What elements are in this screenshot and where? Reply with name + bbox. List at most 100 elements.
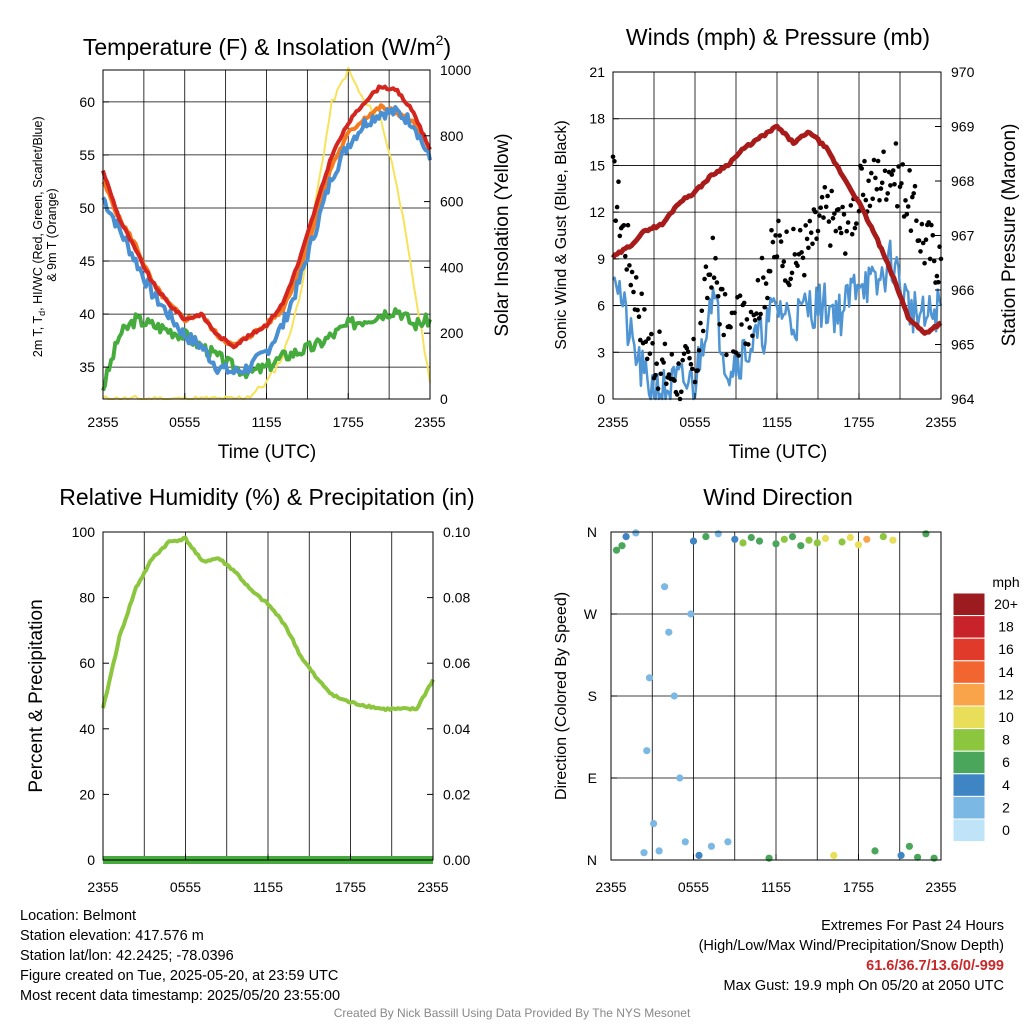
legend-label: 2 (1002, 799, 1010, 815)
extremes-info: Extremes For Past 24 Hours (High/Low/Max… (699, 916, 1004, 996)
direction-point (846, 533, 854, 542)
winds-xtick-label: 1155 (762, 414, 792, 430)
gust-point (815, 228, 821, 234)
latlon-text: Station lat/lon: 42.2425; -78.0396 (20, 948, 234, 964)
direction-xtick-label: 2355 (595, 879, 626, 895)
gust-point (767, 268, 773, 274)
temp-title: Temperature (F) & Insolation (W/m2) (83, 32, 451, 60)
direction-point (661, 583, 669, 591)
gust-point (687, 355, 692, 361)
extremes-subtitle: (High/Low/Max Wind/Precipitation/Snow De… (698, 938, 1004, 954)
gust-point (672, 378, 677, 383)
temp-ytick-label: 40 (79, 306, 95, 322)
gust-point (866, 178, 871, 184)
winds-ytick-label: 9 (597, 251, 605, 267)
direction-point (670, 692, 678, 700)
gust-point (744, 317, 750, 322)
humidity-xtick-label: 2355 (87, 879, 118, 895)
direction-xtick-label: 1755 (843, 879, 874, 895)
gust-point (762, 304, 767, 310)
gust-point (844, 228, 849, 234)
gust-point (699, 308, 705, 314)
direction-ylabel: Direction (Colored By Speed) (553, 592, 570, 800)
gust-point (770, 239, 776, 245)
gust-point (870, 196, 875, 202)
gust-point (884, 197, 889, 202)
direction-point (724, 838, 732, 846)
humidity-xtick-label: 1755 (335, 879, 366, 895)
gust-point (838, 230, 844, 236)
gust-point (920, 240, 926, 246)
gust-point (780, 263, 785, 269)
direction-point (731, 535, 739, 543)
gust-point (769, 228, 774, 233)
gust-point (763, 281, 769, 286)
humidity-xtick-label: 2355 (417, 879, 448, 895)
gust-point (717, 322, 722, 327)
temp-y2tick-label: 0 (440, 391, 448, 407)
gust-point (874, 187, 880, 192)
temp-xlabel: Time (UTC) (218, 442, 317, 463)
legend-label: 10 (998, 709, 1014, 725)
temp-y2tick-label: 800 (440, 128, 464, 144)
gust-point (789, 270, 795, 276)
gust-point (728, 324, 733, 330)
gust-point (916, 238, 922, 243)
direction-point (681, 838, 689, 846)
legend-swatch (952, 660, 986, 684)
gust-point (650, 341, 655, 346)
legend-swatch (952, 728, 986, 752)
gust-point (904, 212, 910, 217)
gust-point (830, 216, 836, 221)
gust-point (859, 166, 864, 171)
gust-point (621, 223, 627, 228)
temp-y2tick-label: 400 (440, 259, 464, 275)
gust-point (781, 259, 787, 264)
winds-y2tick-label: 968 (951, 173, 975, 189)
gust-point (720, 286, 725, 292)
gust-point (681, 351, 687, 357)
direction-xtick-label: 0555 (678, 879, 709, 895)
gust-point (644, 356, 650, 362)
gust-point (852, 225, 858, 231)
gust-point (679, 389, 684, 395)
gust-point (792, 252, 798, 257)
gust-point (882, 168, 888, 174)
direction-point (854, 541, 863, 549)
humidity-ytick-label: 60 (79, 655, 95, 671)
gust-point (804, 236, 810, 242)
humidity-y2tick-label: 0.04 (443, 721, 470, 737)
gust-point (691, 336, 696, 342)
gust-point (736, 353, 741, 358)
humidity-y2tick-label: 0.02 (443, 786, 470, 802)
gust-point (617, 233, 623, 239)
gust-point (813, 209, 818, 215)
gust-point (722, 291, 728, 297)
gust-point (629, 269, 635, 275)
direction-point (871, 847, 879, 855)
panel-humidity: Relative Humidity (%) & Precipitation (i… (26, 484, 475, 895)
gust-point (930, 233, 936, 238)
winds-xtick-label: 0555 (679, 414, 710, 430)
gust-point (903, 198, 908, 203)
gust-point (755, 277, 761, 283)
direction-point (765, 854, 773, 862)
humidity-ytick-label: 20 (79, 786, 95, 802)
direction-point (739, 539, 747, 547)
gust-point (878, 186, 884, 191)
gust-point (748, 309, 754, 315)
direction-ytick-label: N (587, 852, 597, 868)
winds-ytick-label: 6 (597, 298, 605, 314)
direction-point (838, 538, 846, 546)
direction-xtick-label: 2355 (925, 879, 956, 895)
gust-point (761, 275, 766, 280)
gust-point (669, 352, 675, 357)
direction-point (905, 842, 914, 850)
temp-ytick-label: 55 (79, 147, 95, 163)
gust-point (643, 339, 649, 345)
gust-point (788, 276, 793, 282)
temp-2m-line (101, 84, 432, 350)
gust-point (893, 141, 899, 146)
gust-point (877, 198, 882, 203)
temp-y2tick-label: 200 (440, 325, 464, 341)
